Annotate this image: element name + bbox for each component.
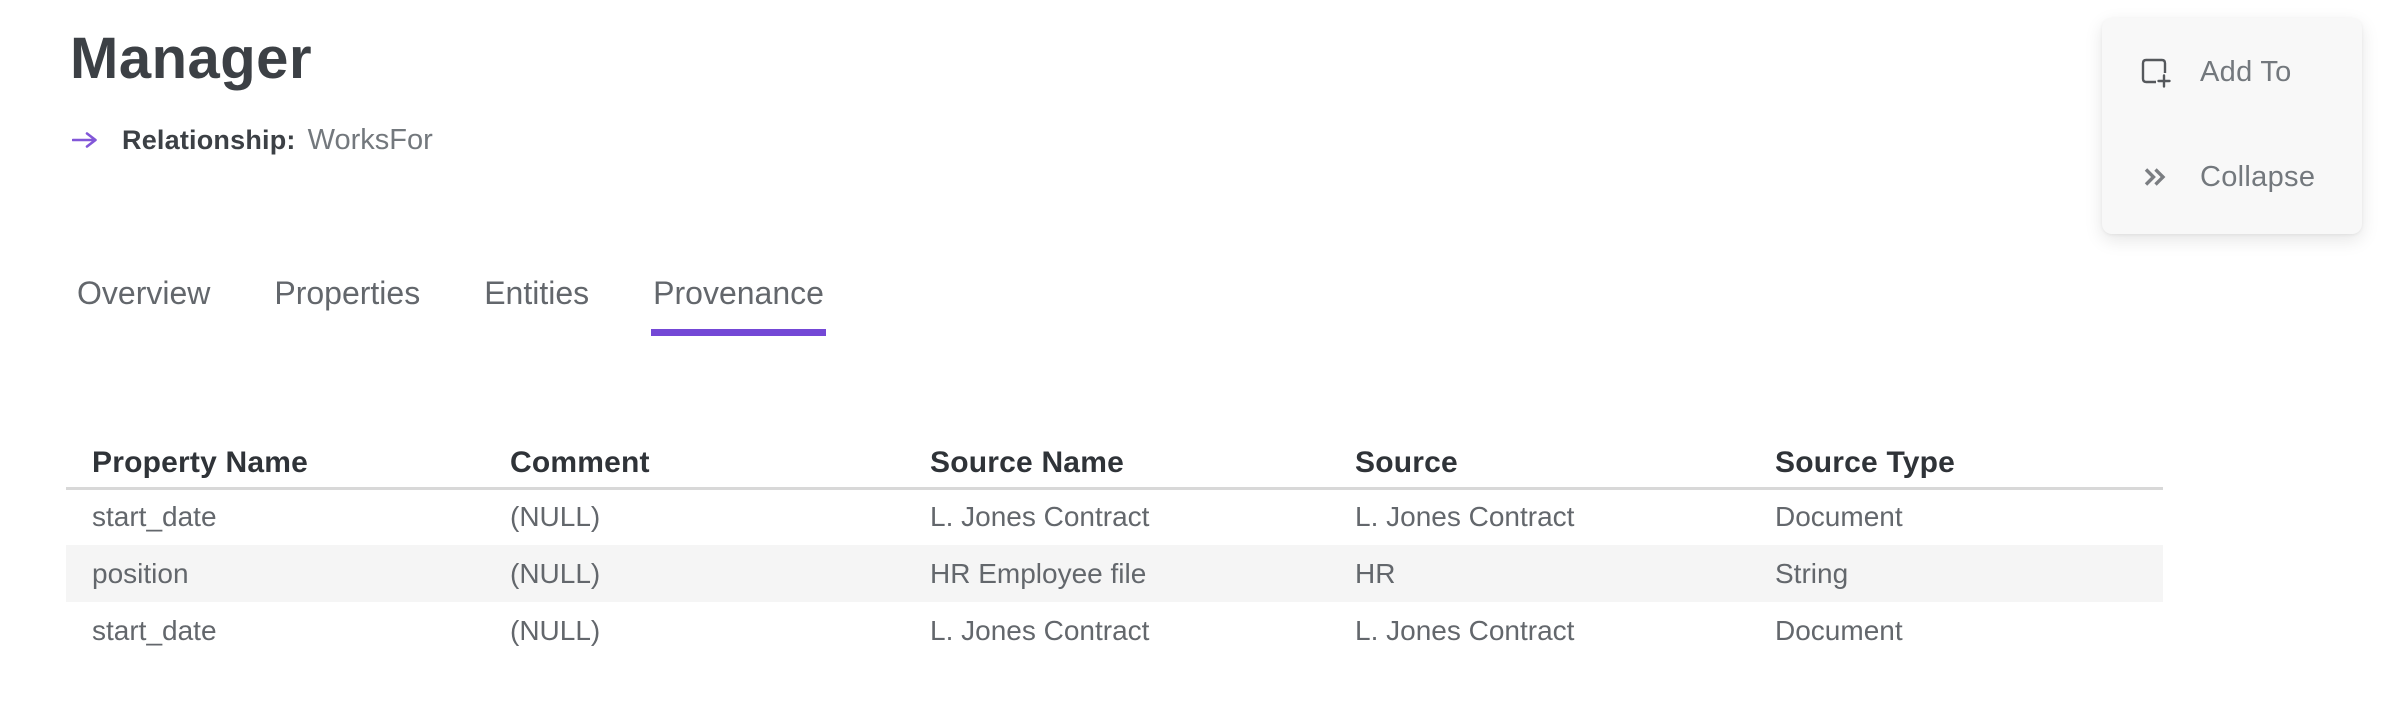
- provenance-table: Property Name Comment Source Name Source Sou…: [66, 440, 2163, 659]
- table-cell: (NULL): [510, 501, 601, 533]
- relationship-label: Relationship:: [122, 124, 296, 155]
- table-cell: (NULL): [510, 557, 601, 589]
- table-row: position (NULL) HR Employee file HR String: [66, 545, 2163, 602]
- actions-panel: Add To Collapse: [2102, 18, 2362, 234]
- table-cell: HR Employee file: [930, 557, 1147, 589]
- table-cell: position: [92, 557, 189, 589]
- tab-properties[interactable]: Properties: [274, 275, 421, 311]
- add-to-button[interactable]: Add To: [2138, 52, 2362, 92]
- column-header: Comment: [484, 440, 904, 490]
- add-to-icon: [2141, 58, 2171, 88]
- table-row: start_date (NULL) L. Jones Contract L. Jone…: [66, 602, 2163, 659]
- table-cell: L. Jones Contract: [930, 501, 1150, 533]
- tab-bar: Overview Properties Entities Provenance: [75, 277, 826, 336]
- table-cell: Document: [1775, 501, 1903, 533]
- table-cell: L. Jones Contract: [1355, 501, 1575, 533]
- right-arrow-icon: [72, 132, 97, 148]
- column-header: Property Name: [66, 440, 484, 490]
- table-cell: (NULL): [510, 614, 601, 646]
- collapse-button[interactable]: Collapse: [2138, 157, 2362, 197]
- page-title: Manager: [70, 26, 313, 91]
- tab-provenance[interactable]: Provenance: [651, 277, 826, 336]
- tab-entities[interactable]: Entities: [484, 275, 590, 311]
- table-cell: start_date: [92, 501, 217, 533]
- tab-overview[interactable]: Overview: [77, 275, 211, 311]
- column-header: Source: [1329, 440, 1749, 490]
- table-header-row: Property Name Comment Source Name Source Sou…: [66, 440, 2163, 490]
- table-row: start_date (NULL) L. Jones Contract L. Jone…: [66, 488, 2163, 545]
- table-cell: L. Jones Contract: [1355, 614, 1575, 646]
- relationship-row: Relationship: WorksFor: [72, 124, 433, 156]
- relationship-value: WorksFor: [307, 123, 433, 156]
- collapse-label: Collapse: [2200, 160, 2316, 193]
- column-header: Source Name: [904, 440, 1329, 490]
- table-cell: start_date: [92, 614, 217, 646]
- double-chevron-right-icon: [2144, 168, 2166, 186]
- table-cell: String: [1775, 557, 1849, 589]
- table-cell: Document: [1775, 614, 1903, 646]
- table-cell: L. Jones Contract: [930, 614, 1150, 646]
- table-cell: HR: [1355, 557, 1396, 589]
- column-header: Source Type: [1749, 440, 2163, 490]
- add-to-label: Add To: [2200, 55, 2292, 88]
